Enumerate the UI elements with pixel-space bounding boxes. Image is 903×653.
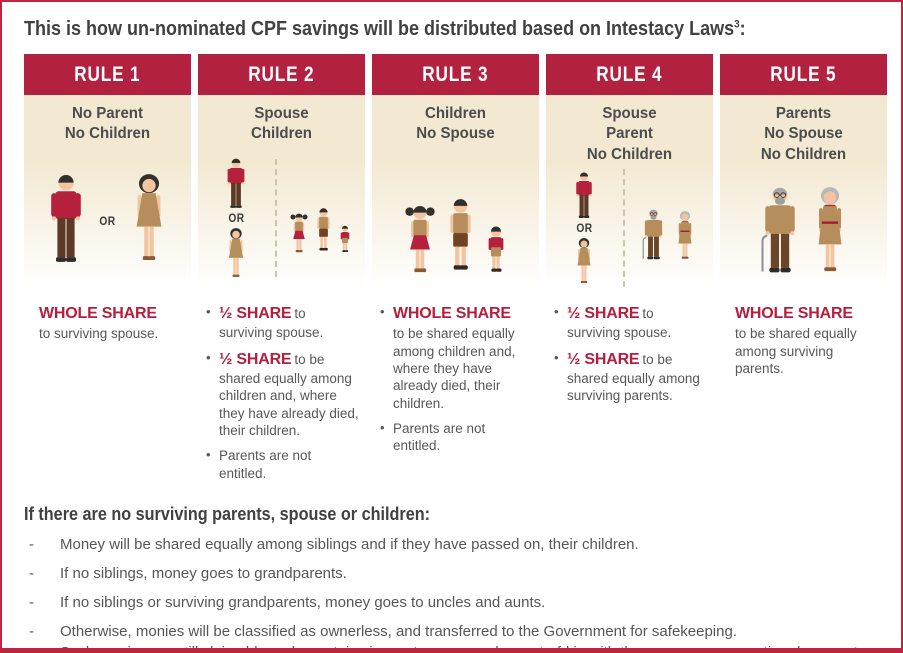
footer-item: - If no siblings, money goes to grandpar… xyxy=(24,563,881,584)
rule-1-column: RULE 1 No Parent No Children OR WHOLE SH… xyxy=(24,54,191,490)
bullet-marker: • xyxy=(206,304,211,319)
rule-5-illustration xyxy=(720,165,887,291)
boy-figure-icon xyxy=(443,197,478,277)
elderly-woman-figure-icon xyxy=(673,210,697,262)
rule-3-scenario-panel: Children No Spouse xyxy=(372,95,539,291)
rule-2-item: • ½ SHARE to surviving spouse. xyxy=(206,304,324,341)
rule-1-illustration: OR xyxy=(24,145,191,291)
toddler-figure-icon xyxy=(484,225,508,277)
rule-3-item: • Parents are not entitled. xyxy=(380,419,486,454)
title-text: This is how un-nominated CPF savings wil… xyxy=(24,18,735,40)
bullet-marker: • xyxy=(380,419,385,435)
dash-marker: - xyxy=(29,593,34,611)
share-lead: WHOLE SHARE xyxy=(39,305,157,322)
share-lead: ½ SHARE xyxy=(219,305,292,322)
rule-2-item: • ½ SHARE to be shared equally among chil… xyxy=(206,349,359,438)
rule-4-item: • ½ SHARE to surviving spouse. xyxy=(554,304,672,341)
rule-5-header: RULE 5 xyxy=(720,54,887,95)
rule-4-item: • ½ SHARE to be shared equally among surv… xyxy=(554,349,700,404)
woman-figure-icon xyxy=(573,237,595,285)
dashed-divider xyxy=(274,158,277,277)
man-figure-icon xyxy=(45,172,87,264)
woman-figure-icon xyxy=(128,172,170,264)
footer-item: - If no siblings or surviving grandparen… xyxy=(24,592,881,613)
bullet-marker: • xyxy=(380,304,385,319)
dashed-divider xyxy=(622,169,625,288)
rule-2-text: • ½ SHARE to surviving spouse. • ½ SHARE t… xyxy=(198,291,365,482)
rule-1-item: WHOLE SHARE to surviving spouse. xyxy=(39,304,185,343)
share-lead: ½ SHARE xyxy=(219,350,292,368)
rule-5-item: WHOLE SHARE to be shared equally among s… xyxy=(735,304,881,377)
girl-figure-icon xyxy=(289,212,309,255)
man-figure-icon xyxy=(224,157,248,209)
rule-3-column: RULE 3 Children No Spouse • WHOLE SHARE xyxy=(372,54,539,490)
bullet-marker: • xyxy=(206,447,211,463)
rule-2-scenario-panel: Spouse Children OR xyxy=(198,95,365,291)
bullet-marker: • xyxy=(554,304,559,319)
rule-4-illustration: OR xyxy=(546,165,713,291)
rule-2-header: RULE 2 xyxy=(198,54,365,95)
rule-3-scenario: Children No Spouse xyxy=(416,105,495,143)
dash-marker: - xyxy=(29,564,34,582)
toddler-figure-icon xyxy=(338,225,352,255)
parents-group xyxy=(625,194,713,262)
no-survivors-section: If there are no surviving parents, spous… xyxy=(24,503,881,648)
children-group xyxy=(277,181,365,255)
rules-grid: RULE 1 No Parent No Children OR WHOLE SH… xyxy=(24,54,887,490)
footer-heading: If there are no surviving parents, spous… xyxy=(24,503,430,524)
rule-5-text: WHOLE SHARE to be shared equally among s… xyxy=(720,291,887,377)
rule-2-scenario: Spouse Children xyxy=(250,105,312,143)
boy-figure-icon xyxy=(313,207,334,255)
bullet-marker: • xyxy=(554,349,559,365)
rule-5-column: RULE 5 Parents No Spouse No Children WHO… xyxy=(720,54,887,490)
dash-marker: - xyxy=(29,622,34,640)
footer-item: - Otherwise, monies will be classified a… xyxy=(24,621,881,648)
share-lead: WHOLE SHARE xyxy=(735,305,853,322)
rule-3-item: • WHOLE SHARE to be shared equally among… xyxy=(380,304,535,412)
rule-4-column: RULE 4 Spouse Parent No Children OR xyxy=(546,54,713,490)
man-figure-icon xyxy=(573,171,595,219)
rule-5-scenario: Parents No Spouse No Children xyxy=(760,105,847,163)
rule-3-header: RULE 3 xyxy=(372,54,539,95)
page-title: This is how un-nominated CPF savings wil… xyxy=(24,18,746,40)
rule-1-scenario: No Parent No Children xyxy=(64,105,151,143)
rule-2-item: • Parents are not entitled. xyxy=(206,447,312,481)
elderly-man-figure-icon xyxy=(640,208,667,262)
woman-figure-icon xyxy=(224,227,248,279)
spouse-stack: OR xyxy=(546,171,623,285)
rule-1-text: WHOLE SHARE to surviving spouse. xyxy=(24,291,191,343)
rule-1-scenario-panel: No Parent No Children OR xyxy=(24,95,191,291)
bullet-marker: • xyxy=(206,349,211,365)
rule-5-scenario-panel: Parents No Spouse No Children xyxy=(720,95,887,291)
elderly-woman-figure-icon xyxy=(809,185,851,277)
rule-2-illustration: OR xyxy=(198,145,365,291)
rule-2-column: RULE 2 Spouse Children OR xyxy=(198,54,365,490)
rule-4-header: RULE 4 xyxy=(546,54,713,95)
rule-4-scenario: Spouse Parent No Children xyxy=(586,105,673,163)
rule-3-text: • WHOLE SHARE to be shared equally among… xyxy=(372,291,539,454)
or-label: OR xyxy=(576,221,593,236)
share-lead: ½ SHARE xyxy=(567,305,640,322)
dash-marker: - xyxy=(29,535,34,553)
rule-1-header: RULE 1 xyxy=(24,54,191,95)
footer-item: - Money will be shared equally among sib… xyxy=(24,534,881,555)
spouse-stack: OR xyxy=(198,157,275,279)
rule-4-scenario-panel: Spouse Parent No Children OR xyxy=(546,95,713,291)
or-label: OR xyxy=(228,210,245,225)
title-footnote-marker: 3 xyxy=(734,18,740,31)
or-label: OR xyxy=(99,213,116,228)
share-lead: WHOLE SHARE xyxy=(393,305,511,322)
share-lead: ½ SHARE xyxy=(567,350,640,368)
rule-4-text: • ½ SHARE to surviving spouse. • ½ SHARE t… xyxy=(546,291,713,405)
elderly-man-figure-icon xyxy=(757,185,803,277)
girl-figure-icon xyxy=(403,203,437,277)
rule-3-illustration xyxy=(372,145,539,291)
